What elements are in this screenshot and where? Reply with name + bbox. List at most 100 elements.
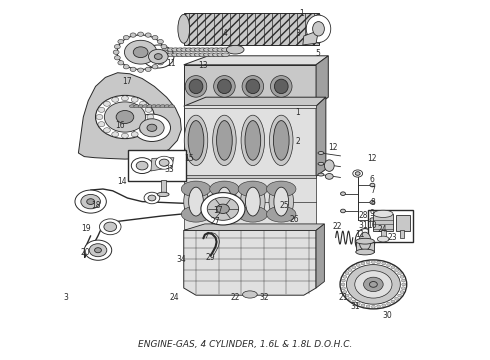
Ellipse shape [114, 45, 120, 49]
Ellipse shape [163, 53, 171, 57]
Ellipse shape [221, 48, 229, 51]
Ellipse shape [267, 206, 296, 222]
Text: 31: 31 [350, 302, 360, 311]
Ellipse shape [117, 35, 164, 69]
Text: 32: 32 [260, 292, 270, 302]
Ellipse shape [162, 50, 168, 54]
Ellipse shape [274, 187, 289, 216]
Polygon shape [78, 73, 181, 159]
Ellipse shape [155, 105, 161, 108]
Ellipse shape [355, 172, 360, 175]
Ellipse shape [387, 264, 391, 266]
Bar [396, 215, 410, 231]
Ellipse shape [214, 76, 235, 97]
Ellipse shape [195, 48, 202, 51]
Ellipse shape [104, 222, 117, 231]
Ellipse shape [190, 48, 197, 51]
Ellipse shape [207, 197, 239, 220]
Ellipse shape [366, 305, 370, 308]
Ellipse shape [116, 111, 134, 123]
Ellipse shape [246, 79, 260, 94]
Ellipse shape [352, 300, 356, 303]
Ellipse shape [154, 54, 162, 59]
Ellipse shape [400, 291, 404, 293]
Ellipse shape [217, 53, 225, 57]
Text: 1: 1 [299, 9, 304, 18]
Ellipse shape [163, 48, 171, 51]
Ellipse shape [123, 64, 129, 69]
Bar [368, 210, 413, 242]
Text: 12: 12 [328, 143, 338, 152]
Ellipse shape [318, 152, 324, 154]
Ellipse shape [213, 48, 220, 51]
Text: 16: 16 [115, 122, 125, 130]
Ellipse shape [140, 101, 147, 106]
Ellipse shape [217, 48, 225, 51]
Text: 26: 26 [289, 215, 299, 224]
Bar [373, 214, 393, 231]
Ellipse shape [148, 195, 156, 201]
Text: 29: 29 [206, 253, 216, 262]
Ellipse shape [217, 121, 232, 160]
Ellipse shape [157, 40, 163, 44]
Ellipse shape [81, 194, 100, 209]
Ellipse shape [176, 53, 184, 57]
Ellipse shape [208, 48, 216, 51]
Ellipse shape [184, 115, 208, 166]
Text: 28: 28 [359, 211, 368, 220]
Ellipse shape [371, 261, 375, 264]
Ellipse shape [145, 33, 151, 37]
Text: 20: 20 [81, 248, 91, 257]
Bar [184, 175, 316, 178]
Ellipse shape [140, 119, 164, 137]
Ellipse shape [361, 262, 365, 265]
Ellipse shape [359, 232, 371, 250]
Ellipse shape [95, 248, 101, 253]
Ellipse shape [145, 67, 151, 72]
Ellipse shape [134, 105, 140, 108]
Ellipse shape [340, 260, 407, 309]
Ellipse shape [145, 122, 152, 127]
Text: 2: 2 [295, 137, 300, 146]
Ellipse shape [391, 300, 395, 303]
Ellipse shape [167, 48, 175, 51]
Ellipse shape [195, 53, 202, 57]
Ellipse shape [355, 271, 392, 298]
Ellipse shape [348, 297, 352, 300]
Ellipse shape [342, 287, 345, 290]
Ellipse shape [394, 269, 398, 271]
Ellipse shape [122, 133, 128, 138]
Text: 17: 17 [122, 77, 132, 85]
Ellipse shape [212, 182, 237, 221]
Ellipse shape [356, 238, 374, 244]
Ellipse shape [345, 294, 349, 297]
Ellipse shape [138, 105, 144, 108]
Ellipse shape [201, 193, 245, 225]
Text: 3: 3 [295, 29, 300, 37]
Ellipse shape [189, 187, 203, 216]
Ellipse shape [103, 101, 110, 106]
Ellipse shape [366, 261, 370, 264]
Ellipse shape [87, 199, 95, 204]
Ellipse shape [131, 158, 153, 174]
Ellipse shape [394, 297, 398, 300]
Ellipse shape [188, 121, 204, 160]
Text: 18: 18 [91, 201, 100, 210]
Ellipse shape [270, 115, 293, 166]
Text: 11: 11 [166, 58, 175, 68]
Ellipse shape [152, 36, 158, 40]
Ellipse shape [144, 192, 160, 204]
Ellipse shape [178, 14, 190, 43]
Text: 19: 19 [81, 224, 91, 233]
Text: 24: 24 [169, 292, 179, 302]
Ellipse shape [157, 192, 169, 197]
Polygon shape [184, 97, 326, 106]
Ellipse shape [267, 181, 296, 197]
Bar [184, 106, 316, 176]
Ellipse shape [133, 47, 148, 58]
Ellipse shape [112, 97, 119, 102]
Ellipse shape [133, 114, 171, 141]
Ellipse shape [172, 48, 179, 51]
Ellipse shape [159, 159, 169, 166]
Text: 21: 21 [338, 292, 348, 302]
